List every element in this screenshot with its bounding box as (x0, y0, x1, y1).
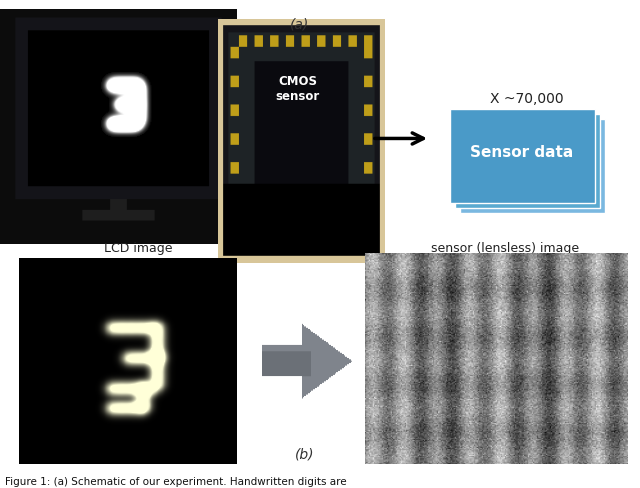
Text: sensor (lensless) image: sensor (lensless) image (431, 241, 579, 254)
Text: CMOS
sensor: CMOS sensor (276, 75, 320, 102)
Text: Figure 1: (a) Schematic of our experiment. Handwritten digits are: Figure 1: (a) Schematic of our experimen… (5, 476, 347, 486)
Bar (460, 119, 605, 214)
Text: (a): (a) (291, 18, 310, 32)
Text: LCD image: LCD image (104, 241, 172, 254)
Bar (455, 114, 600, 209)
Text: X ~70,000: X ~70,000 (490, 91, 564, 105)
Text: (b): (b) (295, 446, 315, 460)
Bar (450, 109, 595, 204)
Text: Sensor data: Sensor data (470, 144, 573, 160)
